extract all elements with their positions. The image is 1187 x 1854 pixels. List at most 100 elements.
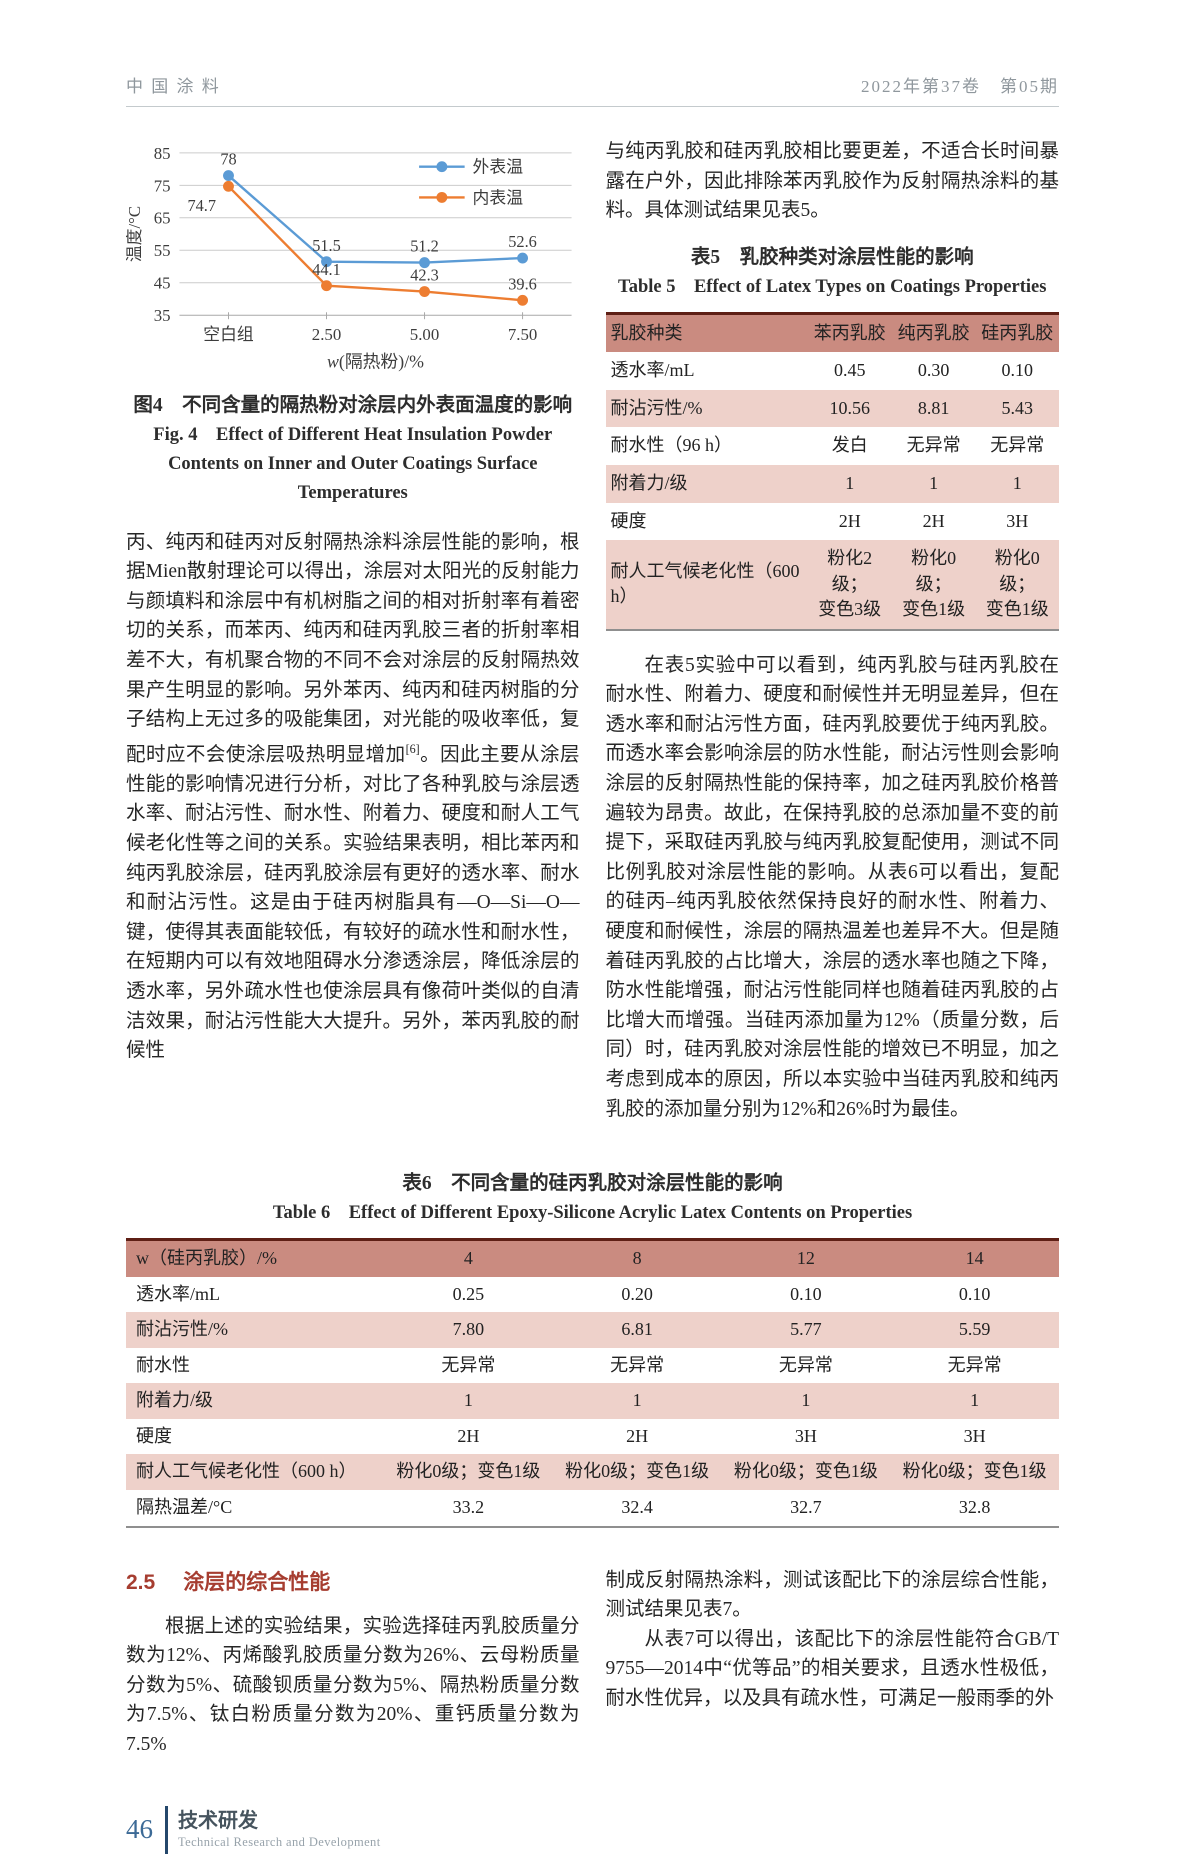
paragraph-left-bottom: 根据上述的实验结果，实验选择硅丙乳胶质量分数为12%、丙烯酸乳胶质量分数为26%… [126,1615,580,1755]
svg-text:39.6: 39.6 [508,274,537,293]
table-cell: 2H [626,1425,649,1446]
svg-text:75: 75 [154,176,171,195]
row-label-cell: 隔热温差/°C [136,1497,233,1518]
table-cell: 无异常 [947,1354,1002,1375]
table-cell: 32.8 [958,1497,991,1518]
row-label-cell: 透水率/mL [136,1283,220,1304]
table-cell: 33.2 [452,1497,485,1518]
table-header-cell: 12 [796,1248,815,1269]
table-cell: 3H [963,1425,986,1446]
table-header-row: w（硅丙乳胶）/% 4 8 12 14 [126,1239,1059,1277]
table-header-cell: 4 [463,1248,473,1269]
table-cell: 0.20 [621,1283,653,1304]
table-cell: 8.81 [917,397,950,418]
section-heading-2-5: 2.5 涂层的综合性能 [126,1566,580,1596]
left-column-bottom: 2.5 涂层的综合性能 根据上述的实验结果，实验选择硅丙乳胶质量分数为12%、丙烯… [126,1528,580,1760]
table-cell: 3H [794,1425,817,1446]
figure4: 35 45 55 65 75 85 空白组 2.50 5.00 7.50 78 51.5 51.2 52.… [125,137,580,508]
svg-text:35: 35 [154,306,171,325]
table-cell: 1 [463,1390,473,1411]
table-cell: 粉化2级； 变色3级 [818,548,882,620]
table-cell: 5.77 [790,1319,822,1340]
table5-caption-cn: 表5 乳胶种类对涂层性能的影响 [690,246,974,268]
table-row: 耐水性（96 h） 发白 无异常 无异常 [606,427,1060,465]
paragraph-text: 。因此主要从涂层性能的影响情况进行分析，对比了各种乳胶与涂层透水率、耐沾污性、耐… [126,744,580,1062]
row-label-cell: 透水率/mL [610,360,695,381]
table5-caption: 表5 乳胶种类对涂层性能的影响 Table 5 Effect of Latex … [606,242,1060,302]
table-cell: 粉化0级；变色1级 [565,1461,710,1482]
svg-text:51.5: 51.5 [312,236,341,255]
footer-section: 技术研发 Technical Research and Development [178,1809,381,1851]
table-header-cell: 8 [632,1248,642,1269]
svg-text:空白组: 空白组 [203,325,254,344]
table5: 乳胶种类 苯丙乳胶 纯丙乳胶 硅丙乳胶 透水率/mL 0.45 0.30 0.10 耐沾污性/%… [605,311,1060,631]
footer-divider [165,1805,168,1854]
row-label-cell: 耐沾污性/% [136,1319,228,1340]
table-cell: 无异常 [990,435,1045,456]
issue-info: 2022年第37卷 第05期 [861,77,1059,96]
svg-text:w(隔热粉)/%: w(隔热粉)/% [327,352,424,373]
journal-name: 中 国 涂 料 [126,77,221,96]
table-cell: 发白 [831,435,868,456]
row-label-cell: 耐人工气候老化性（600 h） [136,1461,357,1482]
table-cell: 10.56 [829,397,870,418]
figure4-caption-cn: 图4 不同含量的隔热粉对涂层内外表面温度的影响 [133,394,573,416]
table-cell: 无异常 [610,1354,665,1375]
table-cell: 32.4 [621,1497,653,1518]
table-row: 耐沾污性/% 10.56 8.81 5.43 [605,389,1059,428]
svg-text:5.00: 5.00 [410,325,439,344]
paragraph-text: 丙、纯丙和硅丙对反射隔热涂料涂层性能的影响，根据Mien散射理论可以得出，涂层对… [126,531,580,766]
table-cell: 0.30 [917,360,950,381]
table-row: 耐水性 无异常 无异常 无异常 无异常 [126,1348,1059,1384]
paragraph-right-mid: 在表5实验中可以看到，纯丙乳胶与硅丙乳胶在耐水性、附着力、硬度和耐候性并无明显差… [605,654,1060,1120]
table-row: 透水率/mL 0.45 0.30 0.10 [606,352,1060,390]
table-header-cell: 苯丙乳胶 [813,322,886,343]
svg-text:74.7: 74.7 [187,196,216,215]
table-cell: 0.10 [958,1283,991,1304]
table-row: 透水率/mL 0.25 0.20 0.10 0.10 [126,1277,1059,1313]
table-row: 硬度 2H 2H 3H 3H [126,1419,1059,1455]
table-header-cell: 乳胶种类 [610,322,683,343]
svg-text:外表温: 外表温 [473,158,524,177]
table-cell: 2H [838,510,861,531]
table-cell: 无异常 [441,1354,496,1375]
paragraph-right-top: 与纯丙乳胶和硅丙乳胶相比要更差，不适合长时间暴露在户外，因此排除苯丙乳胶作为反射… [605,141,1060,222]
table-cell: 0.10 [790,1283,822,1304]
table-cell: 1 [845,472,855,493]
table-header-cell: 14 [965,1248,984,1269]
table-header-cell: w（硅丙乳胶）/% [136,1248,277,1269]
table6-caption-en: Table 6 Effect of Different Epoxy-Silico… [272,1203,913,1224]
table-cell: 粉化0级；变色1级 [733,1461,878,1482]
page-content: 35 45 55 65 75 85 空白组 2.50 5.00 7.50 78 51.5 51.2 52.… [125,137,1060,1760]
footer-section-cn: 技术研发 [178,1809,258,1832]
table-cell: 粉化0级； 变色1级 [985,548,1049,620]
table-row: 隔热温差/°C 33.2 32.4 32.7 32.8 [126,1490,1059,1527]
row-label-cell: 耐水性 [136,1354,190,1375]
table-cell: 2H [457,1425,480,1446]
table-cell: 5.59 [958,1319,991,1340]
svg-text:55: 55 [154,241,171,260]
table-cell: 粉化0级；变色1级 [902,1461,1047,1482]
table6-section: 表6 不同含量的硅丙乳胶对涂层性能的影响 Table 6 Effect of D… [126,1152,1059,1528]
table-header-row: 乳胶种类 苯丙乳胶 纯丙乳胶 硅丙乳胶 [605,313,1059,353]
table-cell: 32.7 [790,1497,822,1518]
svg-text:51.2: 51.2 [410,237,439,256]
left-column: 35 45 55 65 75 85 空白组 2.50 5.00 7.50 78 51.5 51.2 52.… [125,137,580,1124]
table-cell: 1 [801,1390,811,1411]
row-label-cell: 附着力/级 [136,1390,214,1411]
table-row: 附着力/级 1 1 1 [605,464,1059,503]
svg-text:45: 45 [154,274,171,293]
table-cell: 2H [922,510,945,531]
table-row: 耐人工气候老化性（600 h） 粉化2级； 变色3级 粉化0级； 变色1级 粉化0级；… [605,540,1059,630]
figure4-caption: 图4 不同含量的隔热粉对涂层内外表面温度的影响 Fig. 4 Effect of… [126,390,580,508]
svg-text:65: 65 [154,209,171,228]
citation-marker: [6] [405,741,420,756]
table-cell: 无异常 [778,1354,833,1375]
page-header: 中 国 涂 料 2022年第37卷 第05期 [126,72,1059,107]
table-cell: 3H [1006,510,1029,531]
svg-text:52.6: 52.6 [508,232,537,251]
table5-caption-en: Table 5 Effect of Latex Types on Coating… [618,276,1047,297]
section-title: 涂层的综合性能 [183,1570,331,1594]
table6: w（硅丙乳胶）/% 4 8 12 14 透水率/mL 0.25 0.20 0.10 0.10 耐沾污… [126,1238,1059,1528]
